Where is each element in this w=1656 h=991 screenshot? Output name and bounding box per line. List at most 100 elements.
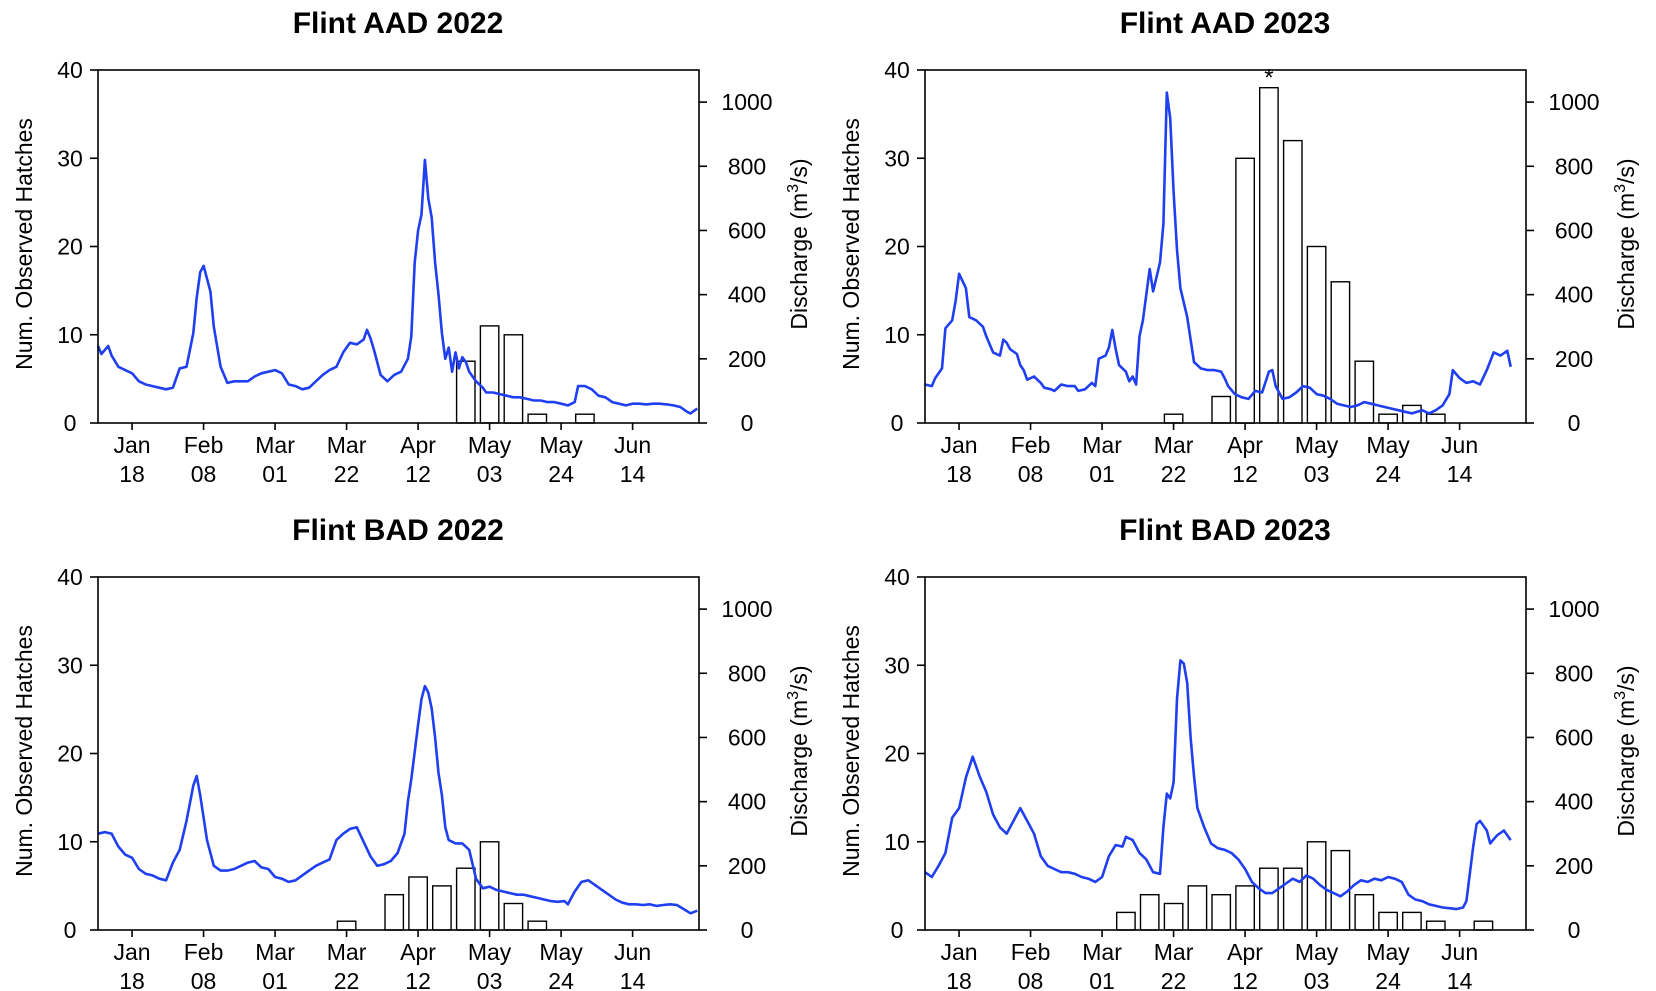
left-axis-tick-label: 10 (884, 322, 910, 348)
x-axis-tick-month: May (1366, 432, 1410, 458)
right-axis-title-suffix: /s) (1613, 158, 1639, 184)
left-axis-tick-label: 30 (884, 652, 910, 678)
x-axis-tick-date: 24 (1375, 968, 1401, 991)
right-axis-title-suffix: /s) (1613, 665, 1639, 691)
right-axis-tick-label: 1000 (721, 596, 772, 622)
plot-frame (924, 69, 1527, 424)
right-axis-tick-label: 1000 (721, 89, 772, 115)
right-axis-title: Discharge (m3/s) (785, 158, 812, 329)
x-axis-tick-date: 24 (548, 968, 574, 991)
panel-flint-bad-2023: Flint BAD 2023 Num. Observed Hatches Dis… (838, 514, 1639, 991)
left-axis-tick-label: 40 (884, 564, 910, 590)
left-axis-tick-label: 10 (57, 829, 83, 855)
plot-area: 01020304002004006008001000Jan18Feb08Mar0… (884, 564, 1599, 991)
hatch-bar (1401, 911, 1422, 931)
right-axis-title-prefix: Discharge (m (786, 700, 812, 837)
right-axis-tick-label: 600 (1555, 217, 1593, 243)
x-axis-tick-month: Feb (1011, 432, 1051, 458)
left-axis-title: Num. Observed Hatches (11, 118, 37, 370)
x-axis-tick-month: Mar (255, 432, 295, 458)
x-axis-tick-date: 14 (1447, 968, 1473, 991)
x-axis-tick-month: Mar (1082, 432, 1122, 458)
x-axis-tick-date: 08 (191, 461, 217, 487)
x-axis-tick-month: Apr (1227, 432, 1263, 458)
x-axis-tick-date: 18 (119, 968, 145, 991)
left-axis-tick-label: 0 (64, 917, 77, 943)
panel-title: Flint BAD 2022 (292, 514, 504, 547)
plot-frame (924, 576, 1527, 931)
plot-frame (97, 576, 700, 931)
hatch-bar (1211, 395, 1232, 424)
x-axis-tick-month: May (1295, 939, 1339, 965)
x-axis-tick-month: Mar (327, 939, 367, 965)
hatch-bar (1354, 894, 1375, 931)
x-axis-tick-date: 12 (1232, 461, 1258, 487)
left-axis-tick-label: 0 (891, 917, 904, 943)
x-axis-tick-date: 01 (1089, 461, 1115, 487)
plot-area: 01020304002004006008001000Jan18Feb08Mar0… (57, 564, 772, 991)
x-axis-tick-date: 08 (191, 968, 217, 991)
right-axis-title-prefix: Discharge (m (786, 193, 812, 330)
panel-title: Flint AAD 2023 (1120, 7, 1331, 40)
panel-flint-aad-2023: Flint AAD 2023 Num. Observed Hatches Dis… (838, 7, 1639, 487)
x-axis-tick-date: 03 (1304, 968, 1330, 991)
hatch-bar (1211, 894, 1232, 931)
right-axis-tick-label: 800 (1555, 153, 1593, 179)
panel-flint-aad-2022: Flint AAD 2022 Num. Observed Hatches Dis… (11, 7, 812, 487)
left-axis-tick-label: 20 (57, 741, 83, 767)
x-axis-tick-month: Apr (400, 432, 436, 458)
hatch-bar (1235, 885, 1256, 931)
right-axis-title: Discharge (m3/s) (1612, 158, 1639, 329)
hatch-bar (1163, 413, 1184, 424)
x-axis-tick-date: 24 (548, 461, 574, 487)
x-axis-tick-month: May (1366, 939, 1410, 965)
hatch-bar (432, 885, 452, 931)
left-axis-tick-label: 10 (57, 322, 83, 348)
left-axis-tick-label: 20 (884, 234, 910, 260)
right-axis-tick-label: 400 (1555, 282, 1593, 308)
hatch-bar (527, 413, 548, 424)
right-axis-title: Discharge (m3/s) (785, 665, 812, 836)
hatch-bar (384, 894, 405, 931)
x-axis-tick-date: 03 (477, 968, 503, 991)
hatch-bar (1473, 920, 1494, 931)
x-axis-tick-month: May (468, 432, 512, 458)
x-axis-tick-date: 08 (1018, 968, 1044, 991)
right-axis-title-prefix: Discharge (m (1613, 193, 1639, 330)
discharge-line (924, 91, 1512, 415)
right-axis-title-suffix: /s) (786, 158, 812, 184)
x-axis-tick-month: Mar (1082, 939, 1122, 965)
x-axis-tick-date: 22 (1161, 461, 1187, 487)
right-axis-tick-label: 200 (1555, 346, 1593, 372)
left-axis-tick-label: 40 (57, 57, 83, 83)
x-axis-tick-month: May (539, 432, 583, 458)
right-axis-tick-label: 800 (728, 660, 766, 686)
x-axis-tick-date: 14 (620, 461, 646, 487)
hatch-bar (1139, 894, 1160, 931)
right-axis-title-sup: 3 (785, 184, 802, 193)
left-axis-tick-label: 40 (57, 564, 83, 590)
hatch-bar (1115, 911, 1136, 931)
right-axis-tick-label: 600 (728, 217, 766, 243)
x-axis-tick-date: 24 (1375, 461, 1401, 487)
left-axis-tick-label: 30 (884, 145, 910, 171)
left-axis-title: Num. Observed Hatches (838, 118, 864, 370)
discharge-line (96, 158, 699, 415)
x-axis-tick-month: Mar (1154, 939, 1194, 965)
hatch-bar (1425, 920, 1446, 931)
significance-marker: * (1264, 65, 1273, 92)
right-axis-tick-label: 600 (1555, 724, 1593, 750)
right-axis-tick-label: 1000 (1548, 596, 1599, 622)
discharge-line (97, 684, 698, 915)
left-axis-tick-label: 20 (57, 234, 83, 260)
x-axis-tick-date: 01 (262, 461, 288, 487)
left-axis-tick-label: 30 (57, 652, 83, 678)
x-axis-tick-month: Jun (614, 432, 651, 458)
hatch-bar (503, 334, 524, 424)
x-axis-tick-month: Apr (400, 939, 436, 965)
x-axis-tick-month: Jan (941, 432, 978, 458)
plot-area: 01020304002004006008001000Jan18Feb08Mar0… (57, 57, 772, 487)
right-axis-tick-label: 400 (1555, 789, 1593, 815)
hatch-bar (1235, 157, 1256, 424)
right-axis-tick-label: 200 (728, 346, 766, 372)
